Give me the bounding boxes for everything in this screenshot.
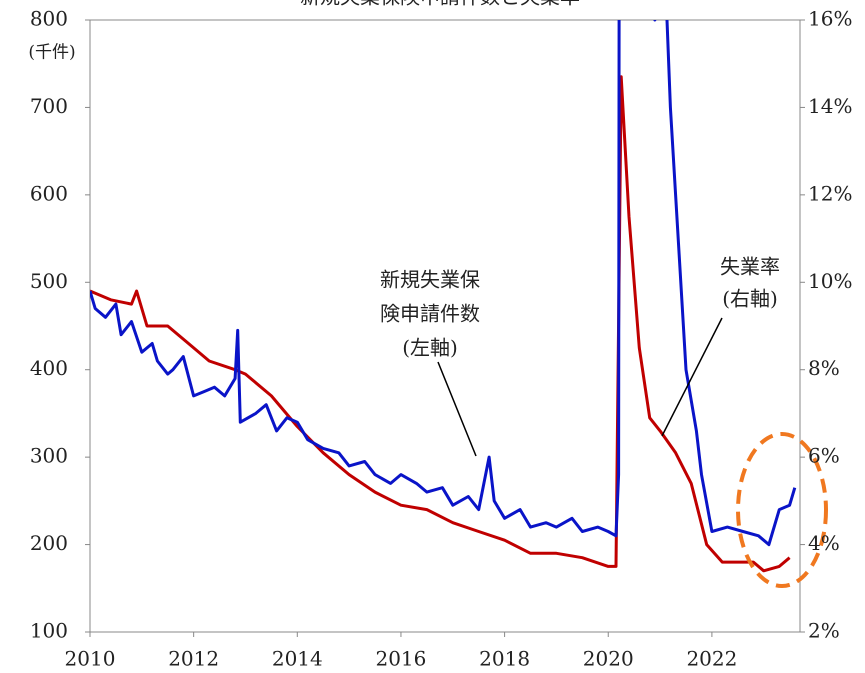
y-tick-label: 700 — [30, 94, 68, 118]
plot-frame — [89, 19, 801, 633]
x-tick-label: 2016 — [375, 647, 426, 671]
y2-tick-label: 16% — [808, 7, 852, 31]
y2-tick-label: 14% — [808, 94, 852, 118]
y2-tick-label: 2% — [808, 619, 840, 643]
x-tick-label: 2018 — [479, 647, 530, 671]
y-tick-label: 200 — [30, 531, 68, 555]
annotation: 険申請件数 — [380, 302, 480, 326]
y2-tick-label: 6% — [808, 444, 840, 468]
y2-tick-label: 4% — [808, 531, 840, 555]
x-tick-label: 2010 — [65, 647, 116, 671]
highlight-ellipse — [736, 432, 828, 588]
y-tick-label: 100 — [30, 619, 68, 643]
y-tick-label: 400 — [30, 356, 68, 380]
annotation: (左軸) — [402, 336, 458, 360]
leader-line — [437, 361, 477, 457]
y-tick-label: 300 — [30, 444, 68, 468]
chart-title: 新規失業保険申請件数と失業率 — [300, 0, 580, 9]
y-tick-label: 500 — [30, 269, 68, 293]
annotation: 失業率 — [720, 255, 780, 279]
annotation: (右軸) — [722, 287, 778, 311]
series-layer — [90, 20, 797, 573]
y2-tick-label: 10% — [808, 269, 852, 293]
y-unit: (千件) — [28, 43, 75, 63]
y-tick-label: 800 — [30, 7, 68, 31]
series-line — [90, 20, 797, 547]
y2-tick-label: 8% — [808, 356, 840, 380]
series-line — [90, 75, 791, 573]
x-tick-label: 2020 — [583, 647, 634, 671]
x-tick-label: 2012 — [168, 647, 219, 671]
x-tick-label: 2022 — [686, 647, 737, 671]
annotation: 新規失業保 — [380, 268, 480, 292]
y-tick-label: 600 — [30, 181, 68, 205]
leader-line — [661, 317, 723, 437]
y2-tick-label: 12% — [808, 181, 852, 205]
x-tick-label: 2014 — [272, 647, 323, 671]
